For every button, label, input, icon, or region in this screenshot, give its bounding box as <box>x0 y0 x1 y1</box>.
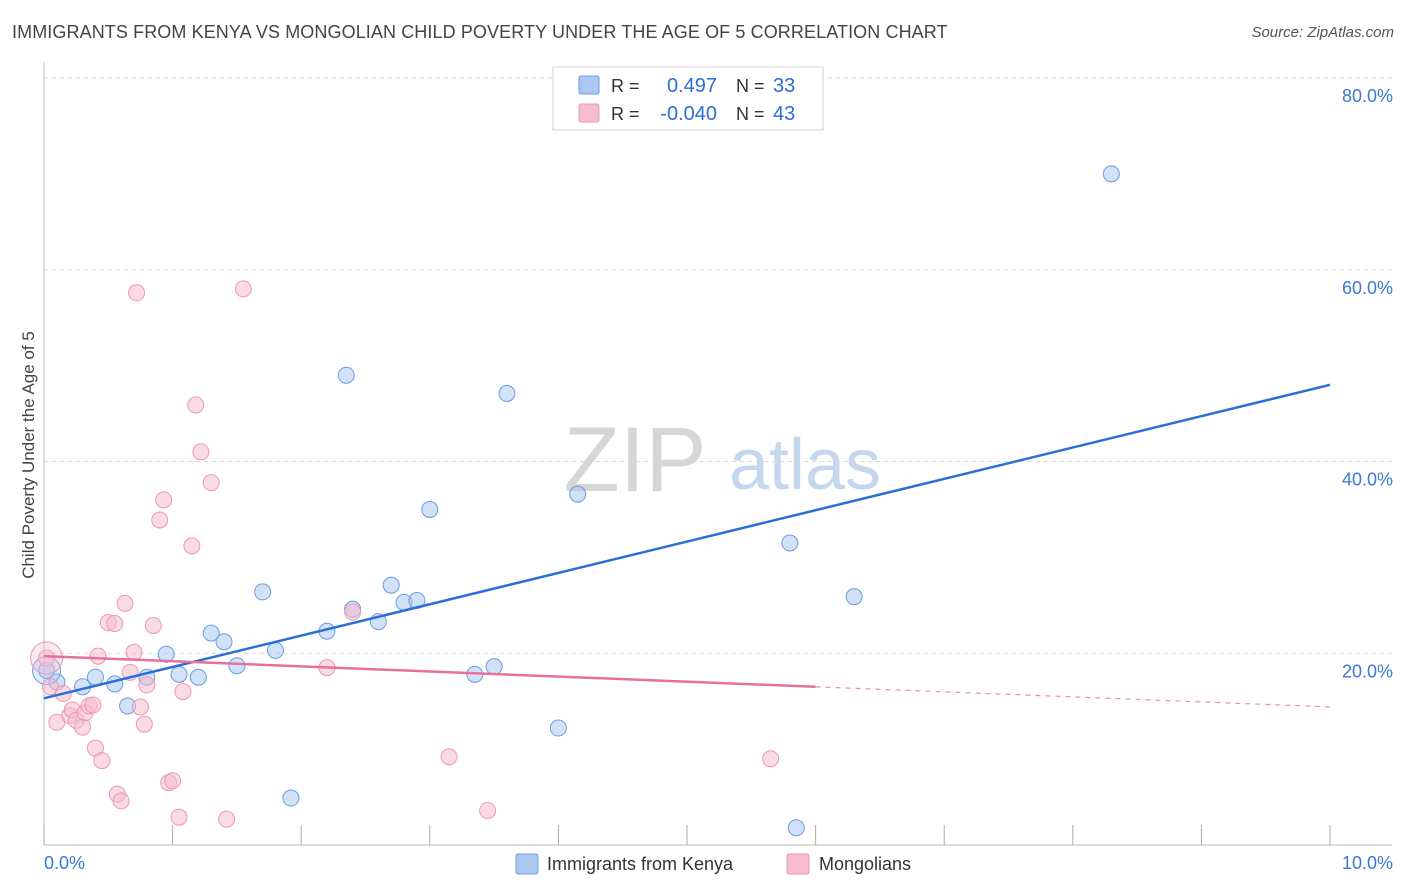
data-point-mongolians-cluster <box>30 641 64 675</box>
series-legend: Immigrants from Kenya Mongolians <box>515 853 911 875</box>
data-point-mongolians <box>440 748 458 766</box>
data-point-mongolians <box>187 396 205 414</box>
data-point-mongolians <box>155 491 173 509</box>
y-tick-label: 80.0% <box>1342 86 1393 106</box>
stats-n-label-mongolians: N = <box>736 104 765 124</box>
data-point-kenya <box>106 675 124 693</box>
trend-line-mongolians <box>43 654 816 689</box>
watermark-zip: ZIP <box>563 409 706 511</box>
data-point-mongolians <box>93 752 111 770</box>
stats-legend: R = 0.497 N = 33 R = -0.040 N = 43 <box>552 66 824 131</box>
data-point-mongolians <box>38 649 56 667</box>
x-tick-label-min: 0.0% <box>44 853 85 873</box>
data-point-kenya <box>86 668 104 686</box>
data-point-mongolians <box>192 443 210 461</box>
data-point-mongolians <box>138 676 156 694</box>
data-point-mongolians <box>135 715 153 733</box>
data-point-mongolians <box>218 810 236 828</box>
stats-swatch-kenya <box>578 75 600 95</box>
data-point-mongolians <box>116 594 134 612</box>
stats-r-label-kenya: R = <box>611 76 640 96</box>
stats-n-label-kenya: N = <box>736 76 765 96</box>
x-tick-label-max: 10.0% <box>1342 853 1393 873</box>
stats-n-value-kenya: 33 <box>773 75 795 97</box>
data-point-kenya <box>228 657 246 675</box>
stats-r-value-mongolians: -0.040 <box>660 103 717 125</box>
stats-swatch-mongolians <box>578 103 600 123</box>
data-point-kenya <box>170 665 188 683</box>
y-tick-label: 60.0% <box>1342 278 1393 298</box>
data-point-mongolians <box>89 647 107 665</box>
legend-swatch-mongolians <box>786 853 810 875</box>
data-point-mongolians <box>183 537 201 555</box>
data-point-kenya <box>781 534 799 552</box>
legend-label-mongolians: Mongolians <box>819 854 911 874</box>
trend-line-kenya <box>43 383 1331 700</box>
stats-r-label-mongolians: R = <box>611 104 640 124</box>
data-point-mongolians <box>762 750 780 768</box>
trend-line-mongolians-extension <box>815 686 1331 708</box>
data-point-kenya <box>382 576 400 594</box>
data-point-mongolians <box>174 683 192 701</box>
data-point-kenya <box>845 588 863 606</box>
trend-lines <box>43 383 1331 708</box>
series-immigrants-from-kenya <box>32 165 1120 837</box>
axes: 20.0% 40.0% 60.0% 80.0% 0.0% 10.0% <box>43 62 1393 873</box>
source-label: Source: ZipAtlas.com <box>1251 24 1394 41</box>
data-point-mongolians <box>131 698 149 716</box>
stats-n-value-mongolians: 43 <box>773 103 795 125</box>
data-point-kenya <box>202 624 220 642</box>
data-point-mongolians <box>144 616 162 634</box>
data-point-kenya <box>498 384 516 402</box>
data-point-kenya <box>485 658 503 676</box>
data-point-kenya <box>337 366 355 384</box>
data-point-mongolians <box>125 643 143 661</box>
data-point-kenya <box>282 789 300 807</box>
data-point-kenya <box>421 500 439 518</box>
data-point-mongolians <box>151 511 169 529</box>
y-tick-label: 40.0% <box>1342 470 1393 490</box>
y-axis-title: Child Poverty Under the Age of 5 <box>19 331 38 579</box>
data-point-kenya <box>569 485 587 503</box>
data-point-mongolians <box>84 696 102 714</box>
data-point-mongolians <box>164 772 182 790</box>
data-point-mongolians <box>479 801 497 819</box>
legend-label-kenya: Immigrants from Kenya <box>547 854 734 874</box>
data-point-mongolians <box>344 603 362 621</box>
data-point-mongolians <box>74 718 92 736</box>
data-point-kenya <box>549 719 567 737</box>
chart-title: IMMIGRANTS FROM KENYA VS MONGOLIAN CHILD… <box>12 22 948 42</box>
gridlines <box>44 77 1392 654</box>
data-point-mongolians <box>170 808 188 826</box>
data-point-mongolians <box>106 615 124 633</box>
y-tick-label: 20.0% <box>1342 661 1393 681</box>
data-point-kenya <box>254 583 272 601</box>
series-mongolians <box>30 280 780 828</box>
data-point-mongolians <box>234 280 252 298</box>
data-point-kenya <box>215 633 233 651</box>
data-point-kenya <box>787 819 805 837</box>
data-point-kenya <box>189 668 207 686</box>
watermark-atlas: atlas <box>729 425 881 505</box>
data-point-kenya <box>1102 165 1120 183</box>
data-point-mongolians <box>128 284 146 302</box>
data-point-mongolians <box>202 474 220 492</box>
data-point-mongolians <box>112 792 130 810</box>
data-point-kenya <box>266 641 284 659</box>
legend-swatch-kenya <box>515 853 539 875</box>
stats-r-value-kenya: 0.497 <box>667 75 717 97</box>
